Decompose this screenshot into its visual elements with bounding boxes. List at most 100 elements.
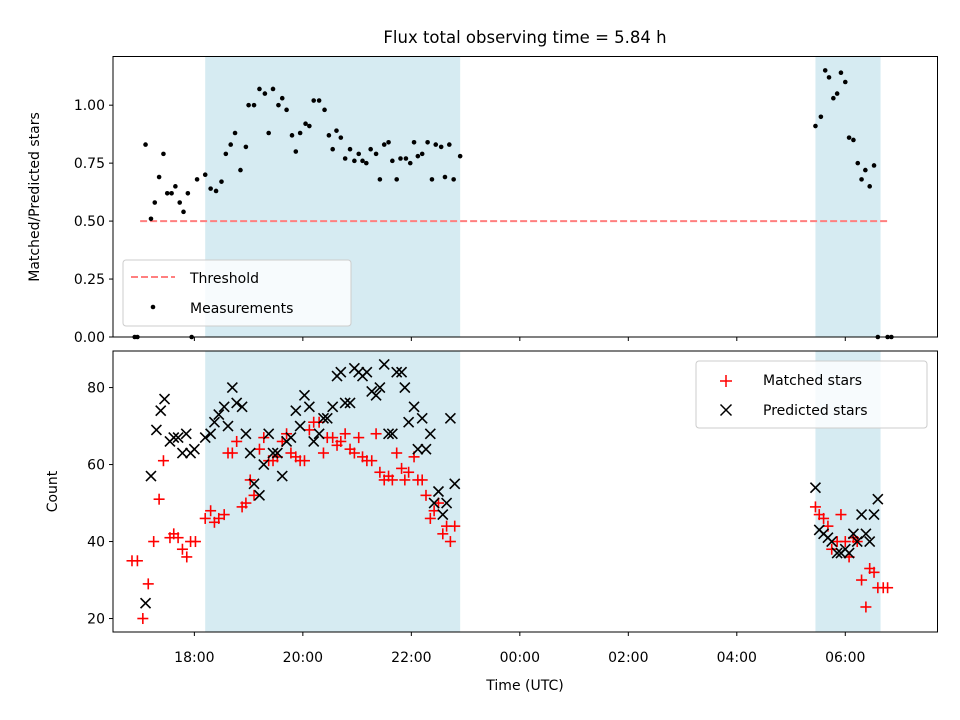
predicted-star-point	[361, 366, 373, 378]
predicted-star-point	[408, 401, 420, 413]
x-tick-label: 04:00	[717, 650, 757, 666]
measurement-point	[364, 160, 369, 166]
x-tick-label: 00:00	[500, 650, 540, 666]
y-tick-label: 0.50	[74, 214, 105, 230]
legend-threshold-label: Threshold	[189, 271, 259, 287]
predicted-star-point	[399, 382, 411, 394]
predicted-star-point	[258, 458, 270, 471]
predicted-star-point	[248, 478, 260, 490]
measurement-point	[398, 156, 403, 161]
measurement-point	[213, 188, 219, 194]
measurement-point	[863, 167, 868, 173]
matched-star-point	[839, 536, 851, 548]
measurement-point	[368, 146, 373, 152]
top-y-axis-label: Matched/Predicted stars	[27, 112, 43, 282]
matched-star-point	[131, 555, 143, 567]
bottom-plot-series	[126, 358, 894, 625]
measurement-point	[326, 133, 332, 138]
x-tick-label: 02:00	[608, 650, 648, 666]
measurement-point	[262, 91, 268, 96]
matched-star-point	[420, 489, 432, 501]
predicted-star-point	[437, 509, 449, 521]
measurement-point	[818, 114, 824, 120]
matched-star-point	[370, 428, 382, 440]
matched-star-point	[142, 578, 154, 590]
legend-matched-swatch	[720, 375, 732, 387]
matched-star-point	[424, 512, 436, 524]
predicted-star-point	[244, 447, 256, 459]
measurement-point	[411, 139, 417, 145]
measurement-point	[457, 153, 463, 159]
predicted-star-point	[386, 428, 398, 440]
predicted-star-point	[403, 416, 415, 428]
measurement-point	[303, 121, 308, 127]
bottom-y-axis-label: Count	[45, 470, 61, 512]
y-tick-label: 60	[87, 458, 105, 474]
matched-star-point	[148, 536, 160, 548]
predicted-star-point	[240, 428, 252, 440]
predicted-star-point	[412, 443, 424, 455]
matched-star-point	[189, 536, 201, 548]
measurement-point	[238, 167, 243, 173]
matched-star-point	[298, 455, 310, 467]
legend-measurements-swatch	[150, 304, 156, 310]
top-legend-box	[122, 259, 352, 327]
measurement-point	[425, 139, 430, 145]
predicted-star-point	[416, 412, 428, 424]
matched-star-point	[176, 543, 188, 555]
measurement-point	[342, 156, 348, 161]
y-tick-label: 80	[87, 381, 105, 397]
measurement-point	[208, 186, 213, 191]
predicted-star-point	[231, 397, 243, 409]
predicted-star-point	[335, 366, 347, 378]
predicted-star-point	[847, 528, 859, 540]
matched-star-point	[809, 501, 821, 513]
matched-star-point	[218, 509, 230, 521]
measurement-point	[347, 146, 353, 152]
predicted-star-point	[294, 420, 306, 432]
predicted-star-point	[826, 535, 838, 548]
measurement-point	[403, 156, 409, 161]
measurement-point	[851, 137, 856, 143]
predicted-star-point	[374, 382, 386, 394]
measurement-point	[152, 200, 158, 205]
predicted-star-point	[860, 528, 872, 540]
measurement-point	[867, 184, 872, 189]
matched-star-point	[399, 474, 411, 486]
bottom-x-ticks: 18:00 20:00 22:00 00:00 02:00 04:00 06:00	[174, 632, 865, 666]
bottom-legend-box	[695, 360, 928, 429]
predicted-star-point	[263, 428, 275, 440]
predicted-star-point	[432, 485, 445, 498]
y-tick-label: 0.75	[74, 156, 105, 172]
measurement-point	[311, 98, 317, 103]
predicted-star-point	[155, 405, 167, 417]
measurement-point	[266, 130, 271, 136]
matched-star-point	[416, 474, 428, 486]
measurement-point	[202, 172, 208, 178]
legend-measurements-label: Measurements	[190, 301, 293, 317]
measurement-point	[322, 107, 327, 113]
bottom-legend: Matched stars Predicted stars	[695, 360, 928, 429]
measurement-point	[223, 151, 229, 157]
predicted-star-point	[378, 358, 390, 371]
legend-matched-label: Matched stars	[763, 373, 862, 389]
matched-star-point	[860, 601, 872, 613]
predicted-star-point	[205, 428, 217, 440]
measurement-point	[297, 130, 303, 136]
predicted-star-point	[168, 432, 180, 444]
predicted-star-point	[226, 382, 238, 394]
predicted-star-point	[253, 489, 266, 501]
measurement-point	[442, 174, 448, 180]
shaded-interval	[815, 56, 881, 337]
measurement-point	[826, 75, 832, 80]
measurement-point	[429, 177, 435, 182]
measurement-point	[438, 144, 444, 150]
measurement-point	[148, 216, 154, 222]
matched-star-point	[449, 520, 461, 532]
predicted-star-point	[218, 401, 230, 413]
matched-star-point	[403, 466, 415, 478]
predicted-star-point	[868, 509, 880, 521]
predicted-star-point	[308, 435, 320, 448]
measurement-point	[338, 135, 344, 140]
measurement-point	[360, 158, 365, 164]
